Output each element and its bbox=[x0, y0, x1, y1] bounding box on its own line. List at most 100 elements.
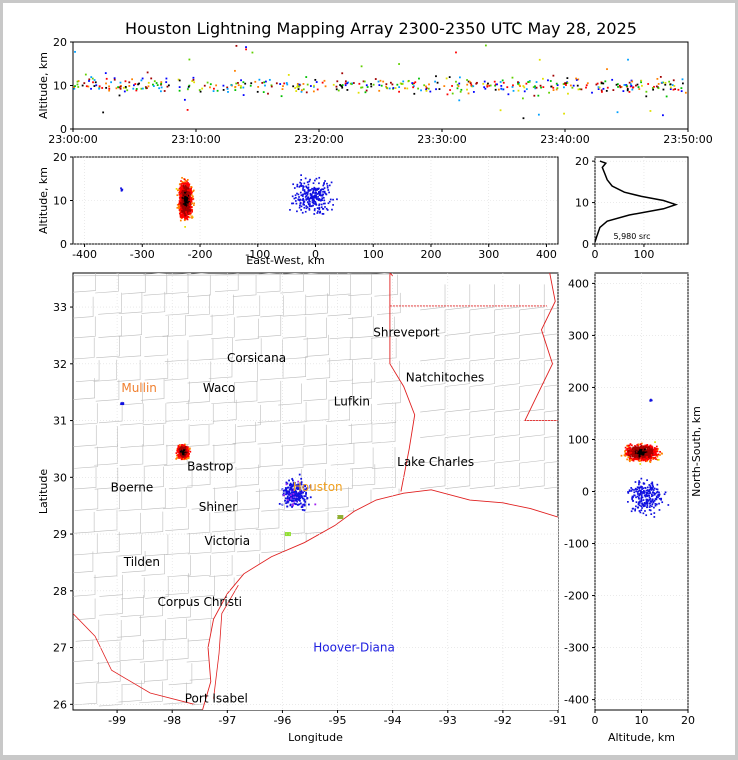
county-boundary bbox=[234, 361, 258, 384]
ns-source-point bbox=[653, 516, 656, 518]
ew-source-point bbox=[312, 198, 314, 201]
ns-source-point bbox=[660, 498, 662, 501]
ew-source-point bbox=[179, 205, 182, 207]
city-label-14: Hoover-Diana bbox=[313, 641, 395, 655]
county-boundary bbox=[372, 402, 397, 425]
time-source-point bbox=[166, 85, 169, 88]
time-source-point bbox=[98, 87, 100, 90]
time-source-point bbox=[298, 83, 301, 86]
county-boundary bbox=[376, 360, 400, 383]
time-source-point bbox=[619, 86, 622, 89]
ew-source-point bbox=[189, 210, 192, 212]
county-boundary bbox=[257, 315, 282, 338]
time-source-point bbox=[680, 90, 683, 93]
time-source-point bbox=[87, 85, 90, 88]
ns-source-point bbox=[644, 444, 647, 447]
time-source-point bbox=[108, 87, 111, 90]
time-source-point bbox=[641, 84, 643, 87]
time-source-point bbox=[283, 82, 286, 85]
ew-source-point bbox=[192, 198, 195, 200]
ew-source-point bbox=[312, 204, 314, 207]
time-source-point bbox=[467, 92, 470, 95]
ew-source-point bbox=[187, 210, 189, 213]
ew-source-point bbox=[182, 207, 184, 210]
county-boundary bbox=[121, 663, 145, 686]
ew-source-point bbox=[182, 212, 184, 215]
plan-source-point bbox=[307, 503, 310, 506]
ns-source-point bbox=[640, 477, 643, 480]
time-source-point bbox=[662, 114, 664, 117]
ns-source-point bbox=[648, 494, 651, 497]
plan-source-point bbox=[295, 487, 298, 490]
ew-source-point bbox=[302, 185, 305, 188]
ew-source-point bbox=[181, 176, 183, 179]
ns-source-point bbox=[651, 452, 654, 455]
city-label-2: Natchitoches bbox=[406, 370, 484, 384]
ew-source-point bbox=[302, 203, 305, 206]
county-boundary bbox=[211, 442, 236, 465]
time-source-point bbox=[585, 84, 588, 87]
ew-source-point bbox=[299, 198, 302, 201]
ns-y-tick-4-label: 0 bbox=[582, 486, 589, 499]
ew-source-point bbox=[178, 212, 181, 215]
time-source-point bbox=[374, 78, 377, 80]
time-source-point bbox=[413, 92, 416, 95]
ew-source-point bbox=[186, 201, 189, 204]
ew-source-point bbox=[318, 198, 320, 201]
ew-source-point bbox=[292, 183, 295, 186]
county-boundary bbox=[305, 334, 329, 357]
time-source-point bbox=[135, 89, 138, 92]
time-source-point bbox=[117, 86, 120, 89]
plan-source-point bbox=[284, 497, 287, 500]
county-boundary bbox=[259, 339, 283, 362]
time-source-point bbox=[669, 86, 672, 89]
plan-source-point bbox=[292, 491, 295, 493]
plan-source-point bbox=[179, 452, 182, 455]
time-source-point bbox=[652, 88, 655, 91]
time-source-point bbox=[628, 91, 631, 93]
plan-source-point bbox=[289, 495, 292, 498]
ns-source-point bbox=[654, 503, 657, 505]
county-boundary bbox=[142, 619, 166, 642]
ns-source-point bbox=[655, 452, 657, 454]
ew-source-point bbox=[299, 202, 302, 204]
time-source-point bbox=[472, 91, 475, 93]
time-source-point bbox=[105, 82, 107, 85]
ew-source-point bbox=[305, 194, 308, 197]
plan-source-point bbox=[286, 490, 288, 493]
parish-boundary bbox=[494, 360, 520, 387]
ns-source-point bbox=[631, 495, 634, 498]
county-boundary bbox=[98, 315, 122, 338]
time-source-point bbox=[528, 80, 531, 83]
ew-source-point bbox=[182, 204, 185, 207]
hist-y-tick-0-label: 0 bbox=[582, 238, 589, 251]
plan-y-tick-7-label: 33 bbox=[53, 301, 67, 314]
ns-source-point bbox=[640, 491, 642, 494]
ew-source-point bbox=[313, 209, 316, 212]
ew-source-point bbox=[292, 202, 295, 205]
ew-source-point bbox=[189, 197, 192, 200]
ew-source-point bbox=[180, 189, 182, 192]
ns-source-point bbox=[628, 446, 631, 449]
parish-boundary bbox=[469, 309, 495, 336]
time-source-point bbox=[137, 83, 139, 86]
ew-source-point bbox=[184, 194, 187, 196]
ns-source-point bbox=[646, 486, 649, 489]
ns-source-point bbox=[635, 453, 638, 456]
ns-source-point bbox=[659, 454, 661, 456]
plan-source-point bbox=[289, 494, 292, 497]
ew-source-point bbox=[297, 198, 300, 201]
ns-source-point bbox=[633, 448, 636, 451]
plan-source-point bbox=[298, 473, 301, 476]
time-source-point bbox=[257, 85, 260, 88]
plan-source-point bbox=[295, 490, 298, 493]
ns-source-point bbox=[646, 454, 649, 457]
plan-source-point bbox=[185, 450, 188, 453]
ew-source-point bbox=[179, 215, 182, 217]
time-source-point bbox=[674, 88, 677, 91]
ew-source-point bbox=[310, 205, 313, 208]
ew-source-point bbox=[305, 185, 307, 188]
time-source-point bbox=[344, 84, 347, 87]
plan-source-point bbox=[120, 403, 123, 405]
ew-source-point bbox=[178, 196, 181, 199]
